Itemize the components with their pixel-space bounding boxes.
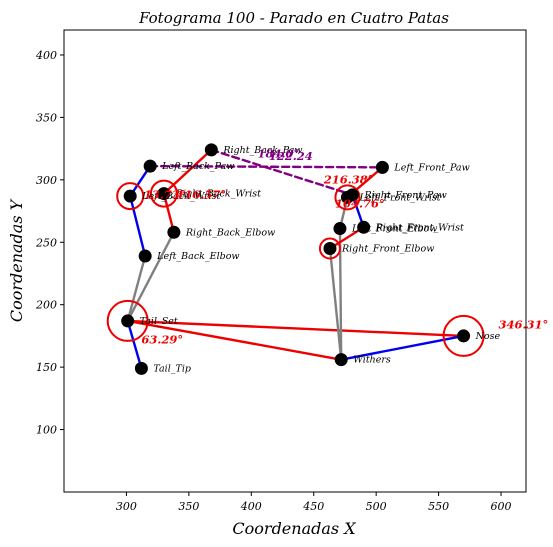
angle-annotations: 63.29° 346.31° 13.73°116.57° 104.76° 216.38°… <box>141 146 548 346</box>
y-tick-label-350: 350 <box>36 111 57 124</box>
x-axis-label: Coordenadas X <box>232 519 356 538</box>
keypoint-label-left-front-elbow: Left_Front_Elbow <box>351 224 437 235</box>
angle-annotation-5: 216.38° <box>323 173 374 187</box>
segment-right-front-elbow-to-right-front-wrist <box>328 226 365 250</box>
angle-annotation-2: 13.73° <box>144 188 186 202</box>
keypoint-left-back-elbow <box>138 249 152 263</box>
x-tick-label-400: 400 <box>240 500 262 513</box>
keypoint-markers <box>121 143 471 375</box>
y-tick-label-250: 250 <box>35 236 57 249</box>
keypoint-label-withers: Withers <box>353 355 391 366</box>
keypoint-withers <box>334 353 348 367</box>
angle-arc-nose <box>442 314 485 357</box>
segment-left-back-elbow-to-left-back-wrist <box>128 194 147 258</box>
x-tick-label-300: 300 <box>116 500 137 513</box>
x-tick-label-450: 450 <box>302 500 324 513</box>
angle-arc-right-front-elbow <box>318 237 341 260</box>
angle-arc-right-back-wrist <box>149 179 178 208</box>
keypoint-label-right-front-wrist: Right_Front_Wrist <box>375 222 464 233</box>
angle-annotation-7: 122.24 <box>269 149 313 163</box>
keypoint-tail-tip <box>134 361 148 375</box>
plot-area: Tail_Tip Tail_Set Withers Nose Left_Back_Elb… <box>106 143 548 375</box>
angle-arc-left-back-wrist <box>116 182 145 211</box>
angle-annotation-3: 116.57° <box>176 188 226 202</box>
keypoint-label-right-back-paw: Right_Back_Paw <box>222 145 302 156</box>
keypoint-right-back-elbow <box>167 225 181 239</box>
segment-tail-set-to-right-back-elbow <box>126 231 176 323</box>
y-tick-label-100: 100 <box>36 424 57 437</box>
keypoint-labels: Tail_Tip Tail_Set Withers Nose Left_Back_Elb… <box>140 145 501 375</box>
keypoint-label-left-front-paw: Left_Front_Paw <box>393 162 469 173</box>
segment-tail-set-to-withers <box>126 319 343 361</box>
keypoint-right-front-paw <box>345 188 359 202</box>
keypoint-nose <box>457 329 471 343</box>
segment-right-back-paw-to-right-front-paw <box>210 148 354 197</box>
y-tick-label-400: 400 <box>35 49 57 62</box>
keypoint-label-left-back-paw: Left_Back_Paw <box>161 161 234 172</box>
x-tick-label-500: 500 <box>366 500 387 513</box>
y-axis: 100 150 200 250 300 350 400 <box>35 49 64 437</box>
keypoint-label-left-back-wrist: Left_Back_Wrist <box>141 191 220 202</box>
segment-right-back-wrist-to-right-back-paw <box>162 148 213 195</box>
y-axis-label: Coordenadas Y <box>7 198 26 322</box>
keypoint-label-left-front-wrist: Left_Front_Wrist <box>358 192 440 203</box>
keypoint-right-back-paw <box>204 143 218 157</box>
angle-annotation-0: 63.29° <box>141 332 183 346</box>
keypoint-label-nose: Nose <box>475 331 501 342</box>
angle-arc-left-front-wrist <box>334 184 361 211</box>
keypoint-label-right-front-elbow: Right_Front_Elbow <box>341 244 434 255</box>
keypoint-label-right-back-elbow: Right_Back_Elbow <box>185 227 275 238</box>
segment-right-back-elbow-to-right-back-wrist <box>162 192 176 234</box>
axes-frame <box>63 29 527 493</box>
angle-arc-tail-set <box>106 299 149 342</box>
keypoint-right-front-elbow <box>323 242 337 256</box>
keypoint-label-right-front-paw: Right_Front_Paw <box>363 190 446 201</box>
keypoint-tail-set <box>121 314 135 328</box>
y-tick-label-200: 200 <box>35 299 57 312</box>
angle-arcs <box>106 179 485 357</box>
x-tick-label-350: 350 <box>178 500 199 513</box>
keypoint-label-tail-tip: Tail_Tip <box>153 363 191 374</box>
segment-withers-to-right-front-elbow <box>328 247 343 361</box>
keypoint-right-back-wrist <box>157 187 171 201</box>
keypoint-left-back-wrist <box>123 189 137 203</box>
keypoint-left-front-paw <box>375 160 389 174</box>
keypoint-right-front-wrist <box>357 220 371 234</box>
x-tick-label-550: 550 <box>428 500 449 513</box>
x-tick-label-600: 600 <box>491 500 512 513</box>
y-tick-label-300: 300 <box>36 174 57 187</box>
keypoint-label-left-back-elbow: Left_Back_Elbow <box>156 251 239 262</box>
keypoint-label-right-back-wrist: Right_Back_Wrist <box>175 189 261 200</box>
angle-annotation-1: 346.31° <box>499 317 549 331</box>
chart-title: Fotograma 100 - Parado en Cuatro Patas <box>138 9 449 27</box>
segment-tail-set-to-left-back-elbow <box>126 254 147 323</box>
segment-tail-tip-to-tail-set <box>126 319 143 370</box>
keypoint-left-front-elbow <box>333 222 347 236</box>
angle-annotation-6: 184.0° <box>258 146 300 160</box>
segment-tail-set-to-nose <box>126 319 465 338</box>
y-tick-label-150: 150 <box>36 361 57 374</box>
x-axis: 300 350 400 450 500 550 600 <box>116 492 512 513</box>
angle-annotation-4: 104.76° <box>335 196 385 210</box>
keypoint-label-tail-set: Tail_Set <box>140 316 178 327</box>
keypoint-left-back-paw <box>143 159 157 173</box>
